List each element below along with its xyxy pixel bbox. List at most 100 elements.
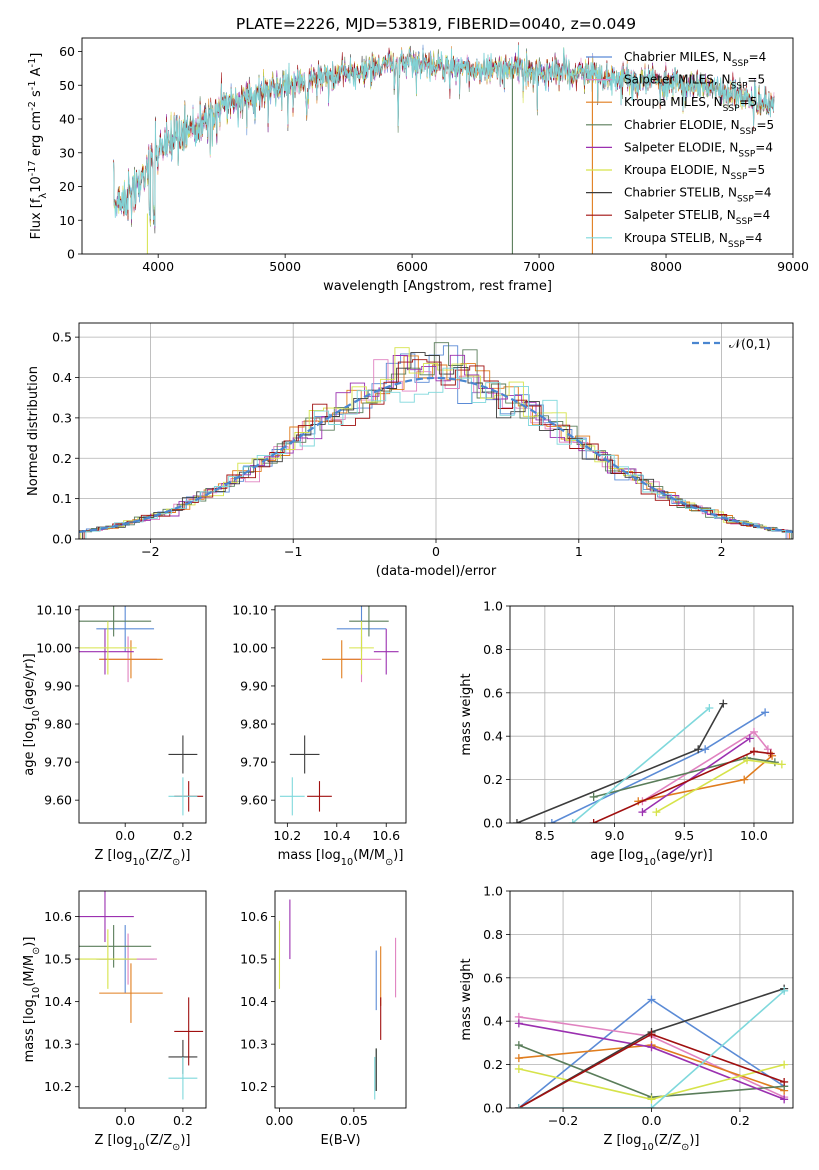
y-tick-label: 0.0 bbox=[483, 816, 503, 831]
weight-marker-9 bbox=[705, 703, 714, 712]
weight-marker-3 bbox=[514, 1054, 523, 1063]
x-tick-label: 10.0 bbox=[740, 828, 768, 843]
chart-panel-3: 0.0 0.2 9.60 9.70 9.80 9.90 10.00 10.10 Z [log10… bbox=[22, 602, 207, 868]
y-tick-label: 0.6 bbox=[483, 970, 503, 985]
y-tick-label: 0.1 bbox=[52, 491, 72, 506]
x-tick-label: 0.05 bbox=[340, 1113, 368, 1128]
weight-marker-6 bbox=[514, 1064, 523, 1073]
y-axis-label: Normed distribution bbox=[26, 366, 41, 496]
x-tick-label: 6000 bbox=[396, 259, 428, 274]
y-tick-label: 0.2 bbox=[483, 772, 503, 787]
y-tick-label: 10.4 bbox=[44, 994, 72, 1009]
y-axis-label: mass weight bbox=[459, 673, 474, 755]
figure-title: PLATE=2226, MJD=53819, FIBERID=0040, z=0… bbox=[236, 15, 636, 33]
histogram-series-9 bbox=[85, 367, 793, 539]
legend-label-9: Kroupa STELIB, NSSP=4 bbox=[624, 231, 762, 250]
x-tick-label: 1 bbox=[575, 544, 583, 559]
weight-line-2 bbox=[641, 730, 769, 802]
weight-line-9 bbox=[518, 990, 785, 1108]
legend-label-8: Salpeter STELIB, NSSP=4 bbox=[624, 208, 770, 227]
x-axis-label: mass [log10(M/M⊙)] bbox=[278, 848, 404, 868]
axes-frame bbox=[78, 890, 207, 1109]
chart-panel-5: 8.5 9.0 9.5 10.0 0.0 0.2 0.4 0.6 0.8 1.0 age [log1… bbox=[459, 599, 794, 868]
y-tick-label: 10.10 bbox=[36, 602, 72, 617]
weight-marker-4 bbox=[589, 792, 598, 801]
y-tick-label: 9.80 bbox=[240, 717, 268, 732]
x-axis-label: (data-model)/error bbox=[376, 564, 497, 579]
plot-area bbox=[79, 342, 793, 539]
x-tick-label: 0.00 bbox=[266, 1113, 294, 1128]
legend-label-7: Chabrier STELIB, NSSP=4 bbox=[624, 186, 772, 205]
x-axis-label: E(B-V) bbox=[320, 1133, 360, 1148]
weight-marker-1 bbox=[701, 745, 710, 754]
x-tick-label: −2 bbox=[141, 544, 159, 559]
y-tick-label: 0 bbox=[67, 247, 75, 262]
histogram-series-6 bbox=[80, 347, 793, 539]
y-tick-label: 30 bbox=[59, 145, 75, 160]
x-axis-label: Z [log10(Z/Z⊙)] bbox=[604, 1133, 700, 1153]
y-tick-label: 9.90 bbox=[44, 678, 72, 693]
y-tick-label: 0.4 bbox=[52, 370, 72, 385]
weight-marker-9 bbox=[647, 1104, 656, 1108]
weight-marker-9 bbox=[514, 1104, 523, 1108]
weight-marker-7 bbox=[719, 699, 728, 708]
y-axis-label: mass weight bbox=[459, 958, 474, 1040]
chart-panel-8: −0.2 0.0 0.2 0.0 0.2 0.4 0.6 0.8 1.0 Z [log10(Z/Z… bbox=[459, 884, 794, 1153]
weight-marker-6 bbox=[777, 760, 786, 769]
weight-marker-5 bbox=[638, 808, 647, 817]
x-tick-label: 0.2 bbox=[173, 1113, 193, 1128]
axes-frame bbox=[274, 890, 407, 1109]
y-axis-label: age [log10(age/yr)] bbox=[22, 653, 42, 776]
histogram-series-2 bbox=[79, 359, 789, 539]
y-tick-label: 0.2 bbox=[483, 1057, 503, 1072]
y-tick-label: 10.6 bbox=[240, 909, 268, 924]
y-tick-label: 40 bbox=[59, 112, 75, 127]
legend-label-normal: 𝒩(0,1) bbox=[729, 336, 771, 351]
axes-frame bbox=[78, 322, 794, 540]
histogram-series-8 bbox=[83, 359, 793, 539]
x-axis-label: age [log10(age/yr)] bbox=[590, 848, 713, 868]
x-tick-label: 0.0 bbox=[642, 1113, 662, 1128]
x-tick-label: −1 bbox=[284, 544, 302, 559]
y-tick-label: 0.2 bbox=[52, 451, 72, 466]
y-tick-label: 10.3 bbox=[240, 1037, 268, 1052]
legend-label-3: Kroupa MILES, NSSP=5 bbox=[624, 95, 757, 114]
x-tick-label: 0 bbox=[432, 544, 440, 559]
y-tick-label: 10.4 bbox=[240, 994, 268, 1009]
y-tick-label: 10.5 bbox=[44, 952, 72, 967]
weight-line-9 bbox=[572, 707, 710, 823]
chart-panel-4: 10.2 10.4 10.6 9.60 9.70 9.80 9.90 10.00 10.10 ma… bbox=[232, 602, 407, 868]
x-tick-label: 8000 bbox=[650, 259, 682, 274]
y-tick-label: 9.60 bbox=[240, 793, 268, 808]
weight-marker-5 bbox=[514, 1019, 523, 1028]
axes-frame bbox=[274, 605, 407, 824]
x-tick-label: 9.0 bbox=[605, 828, 625, 843]
y-tick-label: 10.6 bbox=[44, 909, 72, 924]
y-tick-label: 10.00 bbox=[36, 640, 72, 655]
plot-area bbox=[113, 42, 775, 254]
y-tick-label: 0.4 bbox=[483, 729, 503, 744]
x-tick-label: 4000 bbox=[142, 259, 174, 274]
axes-frame bbox=[509, 890, 794, 1109]
weight-line-5 bbox=[641, 737, 751, 813]
chart-panel-7: 0.00 0.05 10.2 10.3 10.4 10.5 10.6 E(B-V) bbox=[240, 890, 407, 1148]
legend-label-4: Chabrier ELODIE, NSSP=5 bbox=[624, 118, 774, 137]
plot-area bbox=[512, 699, 786, 823]
histogram-series-3 bbox=[79, 355, 791, 539]
legend: Chabrier MILES, NSSP=4 Salpeter MILES, NS… bbox=[586, 50, 774, 250]
weight-marker-6 bbox=[742, 756, 751, 765]
axes-frame bbox=[81, 37, 794, 255]
weight-marker-7 bbox=[512, 819, 521, 823]
weight-marker-1 bbox=[547, 819, 556, 823]
plot-area bbox=[279, 606, 399, 816]
normal-reference-curve bbox=[79, 376, 793, 533]
y-axis-label: mass [log10(M/M⊙)] bbox=[22, 937, 42, 1063]
weight-marker-2 bbox=[749, 727, 758, 736]
chart-panel-1: 4000 5000 6000 7000 8000 9000 0 10 20 30 40 50 60 wav… bbox=[27, 37, 809, 294]
x-tick-label: −0.2 bbox=[548, 1113, 578, 1128]
weight-marker-8 bbox=[749, 747, 758, 756]
x-tick-label: 0.0 bbox=[115, 1113, 135, 1128]
y-tick-label: 0.0 bbox=[52, 532, 72, 547]
x-tick-label: 8.5 bbox=[535, 828, 555, 843]
